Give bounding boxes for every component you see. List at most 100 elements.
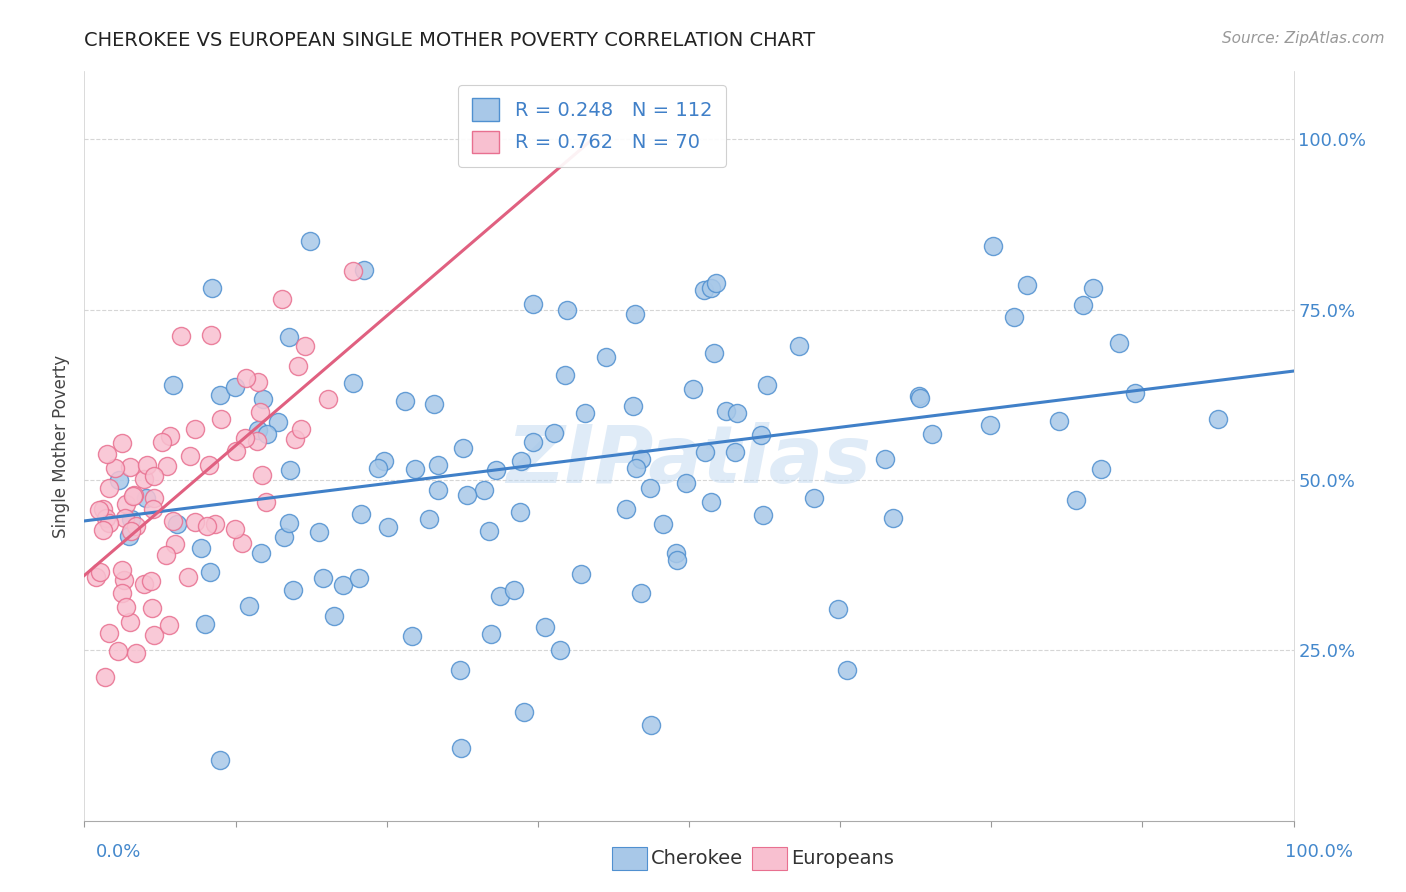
Point bbox=[122, 488, 145, 502]
Point bbox=[156, 458, 179, 473]
Point bbox=[1017, 278, 1039, 293]
Point bbox=[316, 392, 339, 407]
Point bbox=[86, 570, 108, 584]
Point bbox=[478, 524, 501, 538]
Point bbox=[195, 519, 218, 533]
Point bbox=[749, 428, 772, 442]
Point bbox=[921, 426, 943, 441]
Point bbox=[451, 441, 474, 455]
Point bbox=[682, 382, 704, 396]
Point bbox=[94, 511, 117, 525]
Point bbox=[299, 234, 322, 248]
Point bbox=[118, 615, 141, 630]
Point bbox=[115, 600, 138, 615]
Point bbox=[122, 489, 145, 503]
Point bbox=[401, 629, 423, 643]
Point bbox=[555, 303, 578, 318]
Point bbox=[111, 586, 134, 600]
Point bbox=[142, 491, 165, 506]
Point bbox=[472, 483, 495, 497]
Point bbox=[426, 483, 449, 497]
Y-axis label: Single Mother Poverty: Single Mother Poverty bbox=[52, 354, 70, 538]
Point bbox=[703, 346, 725, 360]
Point bbox=[1108, 336, 1130, 351]
Point bbox=[112, 573, 135, 587]
Point bbox=[308, 524, 330, 539]
Point bbox=[624, 460, 647, 475]
Point bbox=[97, 481, 120, 495]
Point bbox=[114, 497, 136, 511]
Point bbox=[87, 503, 110, 517]
Point bbox=[201, 281, 224, 295]
Point bbox=[284, 432, 307, 446]
Point bbox=[342, 263, 364, 277]
Point bbox=[595, 351, 617, 365]
Point bbox=[194, 617, 217, 632]
Point bbox=[981, 239, 1004, 253]
Point bbox=[377, 520, 399, 534]
Point bbox=[111, 563, 134, 577]
Point bbox=[142, 502, 165, 516]
Point bbox=[323, 609, 346, 624]
Point bbox=[224, 380, 246, 394]
Point bbox=[183, 421, 205, 435]
Point bbox=[267, 415, 290, 429]
Point bbox=[404, 461, 426, 475]
Point bbox=[803, 491, 825, 506]
Point bbox=[209, 753, 232, 767]
Point bbox=[166, 517, 188, 532]
Point bbox=[233, 431, 256, 445]
Point bbox=[509, 505, 531, 519]
Point bbox=[1064, 493, 1087, 508]
Point bbox=[200, 328, 222, 343]
Point bbox=[630, 452, 652, 467]
Point bbox=[280, 463, 302, 477]
Point bbox=[107, 473, 129, 487]
Point bbox=[827, 601, 849, 615]
Point bbox=[155, 548, 177, 562]
Text: Cherokee: Cherokee bbox=[651, 848, 744, 868]
Point bbox=[427, 458, 450, 473]
Text: ZIPatlas: ZIPatlas bbox=[506, 422, 872, 500]
Point bbox=[94, 669, 117, 683]
Point bbox=[184, 515, 207, 529]
Point bbox=[418, 512, 440, 526]
Point bbox=[290, 422, 312, 436]
Point bbox=[332, 577, 354, 591]
Point bbox=[135, 491, 157, 506]
Point bbox=[209, 411, 232, 425]
Point bbox=[394, 394, 416, 409]
Point bbox=[554, 368, 576, 383]
Point bbox=[700, 495, 723, 509]
Point bbox=[621, 399, 644, 413]
Point bbox=[235, 371, 257, 385]
Point bbox=[141, 574, 163, 588]
Point bbox=[287, 359, 309, 373]
Point bbox=[252, 392, 274, 406]
Point bbox=[1206, 412, 1229, 426]
Point bbox=[270, 292, 292, 306]
Point bbox=[449, 663, 471, 677]
Point bbox=[281, 583, 304, 598]
Point bbox=[835, 663, 858, 677]
Point bbox=[170, 329, 193, 343]
Point bbox=[704, 277, 727, 291]
Text: Source: ZipAtlas.com: Source: ZipAtlas.com bbox=[1222, 31, 1385, 46]
Point bbox=[104, 460, 127, 475]
Point bbox=[979, 417, 1001, 432]
Legend: R = 0.248   N = 112, R = 0.762   N = 70: R = 0.248 N = 112, R = 0.762 N = 70 bbox=[458, 85, 725, 167]
Point bbox=[159, 429, 181, 443]
Point bbox=[238, 599, 260, 613]
Point bbox=[347, 571, 370, 585]
Point bbox=[367, 460, 389, 475]
Point bbox=[250, 467, 273, 482]
Point bbox=[574, 406, 596, 420]
Point bbox=[543, 426, 565, 441]
Text: 100.0%: 100.0% bbox=[1285, 843, 1353, 861]
Point bbox=[908, 391, 931, 405]
Point bbox=[162, 378, 184, 392]
Point bbox=[134, 472, 156, 486]
Point bbox=[141, 601, 163, 615]
Point bbox=[224, 522, 246, 536]
Point bbox=[204, 517, 226, 532]
